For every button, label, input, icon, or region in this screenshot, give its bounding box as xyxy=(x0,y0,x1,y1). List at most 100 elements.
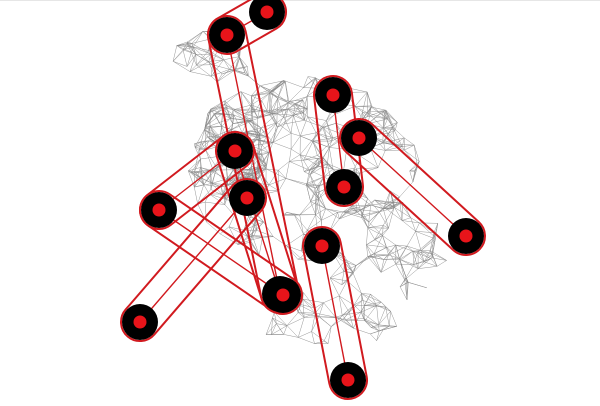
mesh-edge xyxy=(388,245,408,256)
mesh-edge xyxy=(331,318,345,327)
mesh-edge xyxy=(361,293,371,295)
mesh-edge xyxy=(378,324,380,331)
mesh-edge xyxy=(310,201,316,215)
game-node-n7[interactable] xyxy=(229,180,265,216)
link-line xyxy=(321,245,349,381)
mesh-edge xyxy=(252,120,260,135)
mesh-edge xyxy=(404,149,420,162)
game-node-n6[interactable] xyxy=(141,192,177,228)
mesh-edge xyxy=(395,263,405,281)
mesh-edge xyxy=(195,54,209,62)
game-node-n2[interactable] xyxy=(209,17,245,53)
game-node-n12[interactable] xyxy=(122,304,158,340)
mesh-edge xyxy=(217,69,236,83)
game-node-n4[interactable] xyxy=(341,120,377,156)
game-node-n10[interactable] xyxy=(448,218,484,254)
top-divider xyxy=(0,0,600,1)
mesh-edge xyxy=(283,112,304,118)
mesh-edge xyxy=(311,331,315,344)
mesh-edge xyxy=(423,253,433,262)
mesh-edge xyxy=(335,315,343,318)
mesh-edge xyxy=(311,126,323,141)
game-node-n1[interactable] xyxy=(249,0,285,30)
mesh-edge xyxy=(293,214,304,235)
mesh-edge xyxy=(221,114,235,127)
mesh-edge xyxy=(242,117,258,120)
mesh-edge xyxy=(371,105,388,120)
mesh-edge xyxy=(329,147,334,170)
mesh-edge xyxy=(388,244,396,256)
mesh-edge xyxy=(283,102,289,118)
mesh-edge xyxy=(172,49,184,62)
mesh-edge xyxy=(304,120,325,128)
mesh-edge xyxy=(315,176,324,189)
game-node-n14[interactable] xyxy=(330,362,366,398)
game-node-n11[interactable] xyxy=(304,228,340,264)
mesh-edge xyxy=(261,122,277,129)
mesh-edge xyxy=(265,152,270,165)
game-node-n8[interactable] xyxy=(326,169,362,205)
mesh-edge xyxy=(345,259,354,274)
mesh-edge xyxy=(204,128,206,150)
mesh-edge xyxy=(290,148,301,155)
mesh-edge xyxy=(361,211,380,216)
game-node-n13[interactable] xyxy=(265,277,301,313)
mesh-edge xyxy=(368,221,383,236)
mesh-edge xyxy=(399,250,413,260)
mesh-edge xyxy=(339,208,354,220)
mesh-edge xyxy=(395,245,400,259)
mesh-edge xyxy=(417,258,431,269)
link-n11-n14 xyxy=(302,226,368,400)
mesh-edge xyxy=(239,57,249,77)
mesh-edge xyxy=(293,115,305,121)
mesh-edge xyxy=(355,256,368,266)
mesh-edge xyxy=(182,46,194,51)
mesh-edge xyxy=(352,273,362,294)
mesh-edge xyxy=(382,110,398,123)
mesh-edge xyxy=(272,133,292,143)
mesh-edge xyxy=(366,91,373,106)
mesh-edge xyxy=(286,245,298,260)
mesh-edge xyxy=(350,88,368,93)
mesh-edge xyxy=(176,45,184,50)
mesh-edge xyxy=(315,312,336,318)
mesh-edge xyxy=(353,304,365,306)
mesh-edge xyxy=(251,235,260,256)
mesh-edge xyxy=(290,135,301,150)
mesh-edge xyxy=(228,226,239,245)
mesh-edge xyxy=(251,89,270,97)
mesh-edge xyxy=(318,185,320,199)
mesh-edge xyxy=(315,193,319,199)
mesh-edge xyxy=(392,126,405,138)
mesh-edge xyxy=(315,198,319,215)
mesh-edge xyxy=(420,236,435,251)
mesh-edge xyxy=(297,257,301,260)
mesh-edge xyxy=(371,256,382,273)
mesh-edge xyxy=(344,256,354,273)
mesh-edge xyxy=(268,178,286,186)
game-node-n5[interactable] xyxy=(217,133,253,169)
mesh-edge xyxy=(250,237,263,241)
mesh-edge xyxy=(423,250,431,262)
mesh-edge xyxy=(398,258,407,279)
mesh-edge xyxy=(404,279,408,300)
mesh-edge xyxy=(208,54,212,62)
mesh-edge xyxy=(302,298,316,309)
mesh-edge xyxy=(303,230,308,235)
mesh-edge xyxy=(325,208,340,220)
mesh-edge xyxy=(415,231,434,233)
mesh-edge xyxy=(432,253,447,261)
game-node-n3[interactable] xyxy=(315,77,351,113)
mesh-edge xyxy=(364,305,386,308)
mesh-edge xyxy=(315,202,326,209)
link-band xyxy=(313,75,364,207)
mesh-edge xyxy=(205,149,217,168)
mesh-edge xyxy=(362,115,369,119)
mesh-edge xyxy=(233,169,252,176)
mesh-edge xyxy=(385,307,391,312)
mesh-edge xyxy=(261,154,267,165)
mesh-edge xyxy=(222,106,233,124)
mesh-edge xyxy=(233,115,243,133)
mesh-edge xyxy=(299,140,312,155)
mesh-edge xyxy=(286,317,305,326)
